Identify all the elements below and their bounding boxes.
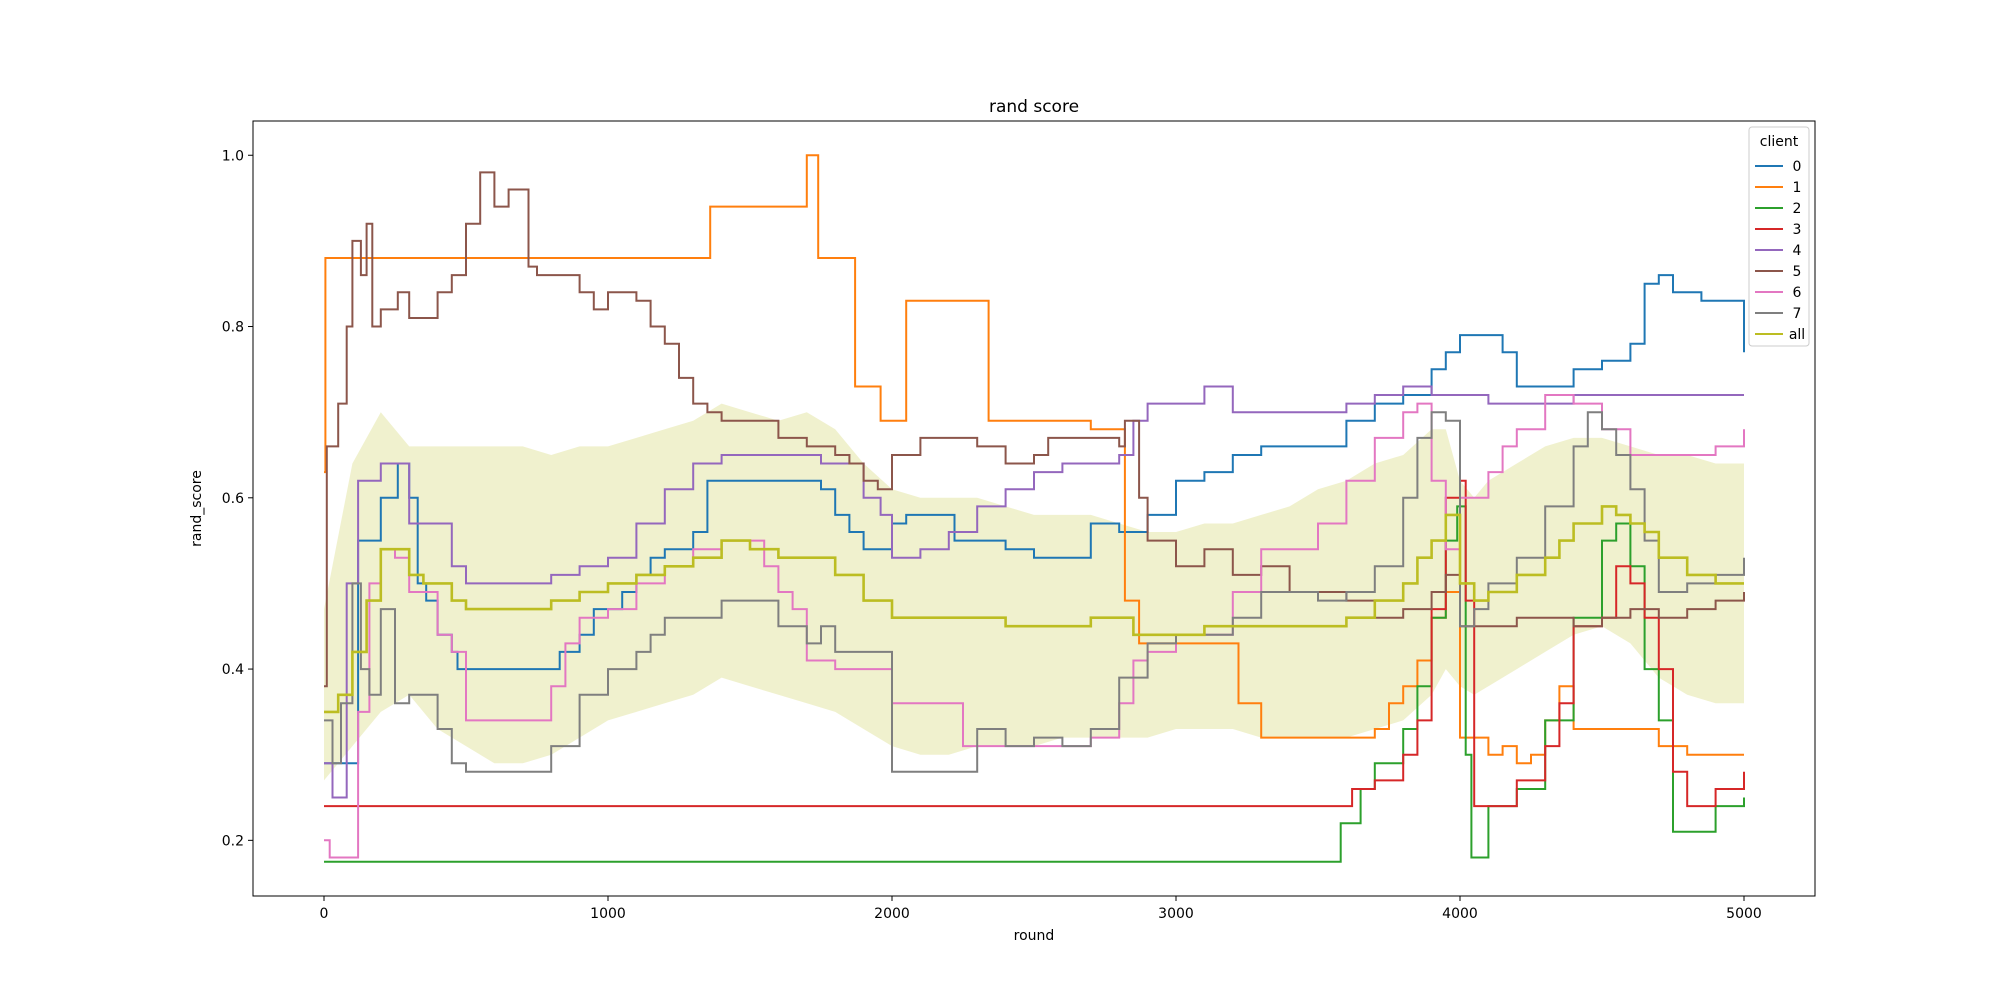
y-tick-label: 0.4 [222,662,244,678]
series-line-7 [324,411,1745,773]
x-tick-label: 4000 [1442,906,1478,922]
y-axis-label: rand_score [189,470,205,547]
confidence-band-layer [324,403,1744,781]
legend-title: client [1760,134,1799,150]
x-tick-label: 1000 [590,906,626,922]
x-axis: 0 1000 2000 3000 4000 5000 [320,896,1762,922]
legend-label-0: 0 [1793,159,1802,175]
y-tick-label: 0.2 [222,833,244,849]
y-tick-label: 0.8 [222,320,244,336]
series-line-3 [324,479,1745,808]
legend-label-5: 5 [1793,264,1802,280]
series-line-all [324,505,1744,714]
legend-label-all: all [1789,327,1805,343]
legend-label-6: 6 [1793,285,1802,301]
series-line-4 [324,385,1744,799]
all-confidence-band [324,403,1744,781]
y-tick-label: 0.6 [222,491,244,507]
x-tick-label: 5000 [1726,906,1762,922]
series-line-2 [324,505,1745,863]
y-tick-label: 1.0 [222,148,244,164]
y-axis: 0.2 0.4 0.6 0.8 1.0 [222,148,253,849]
chart-title: rand score [989,97,1079,117]
plot-frame [252,120,1816,897]
legend-label-4: 4 [1793,243,1802,259]
legend-label-2: 2 [1793,201,1802,217]
x-tick-label: 3000 [1158,906,1194,922]
series-layer [324,154,1745,863]
legend-label-1: 1 [1793,180,1802,196]
x-tick-label: 2000 [874,906,910,922]
legend: client 0 1 2 3 4 5 6 7 all [1748,126,1810,347]
legend-label-7: 7 [1793,306,1802,322]
x-tick-label: 0 [320,906,329,922]
series-line-5 [324,171,1745,688]
series-line-0 [324,274,1745,765]
x-axis-label: round [1014,928,1055,944]
plot-area [253,121,1815,896]
legend-label-3: 3 [1793,222,1802,238]
